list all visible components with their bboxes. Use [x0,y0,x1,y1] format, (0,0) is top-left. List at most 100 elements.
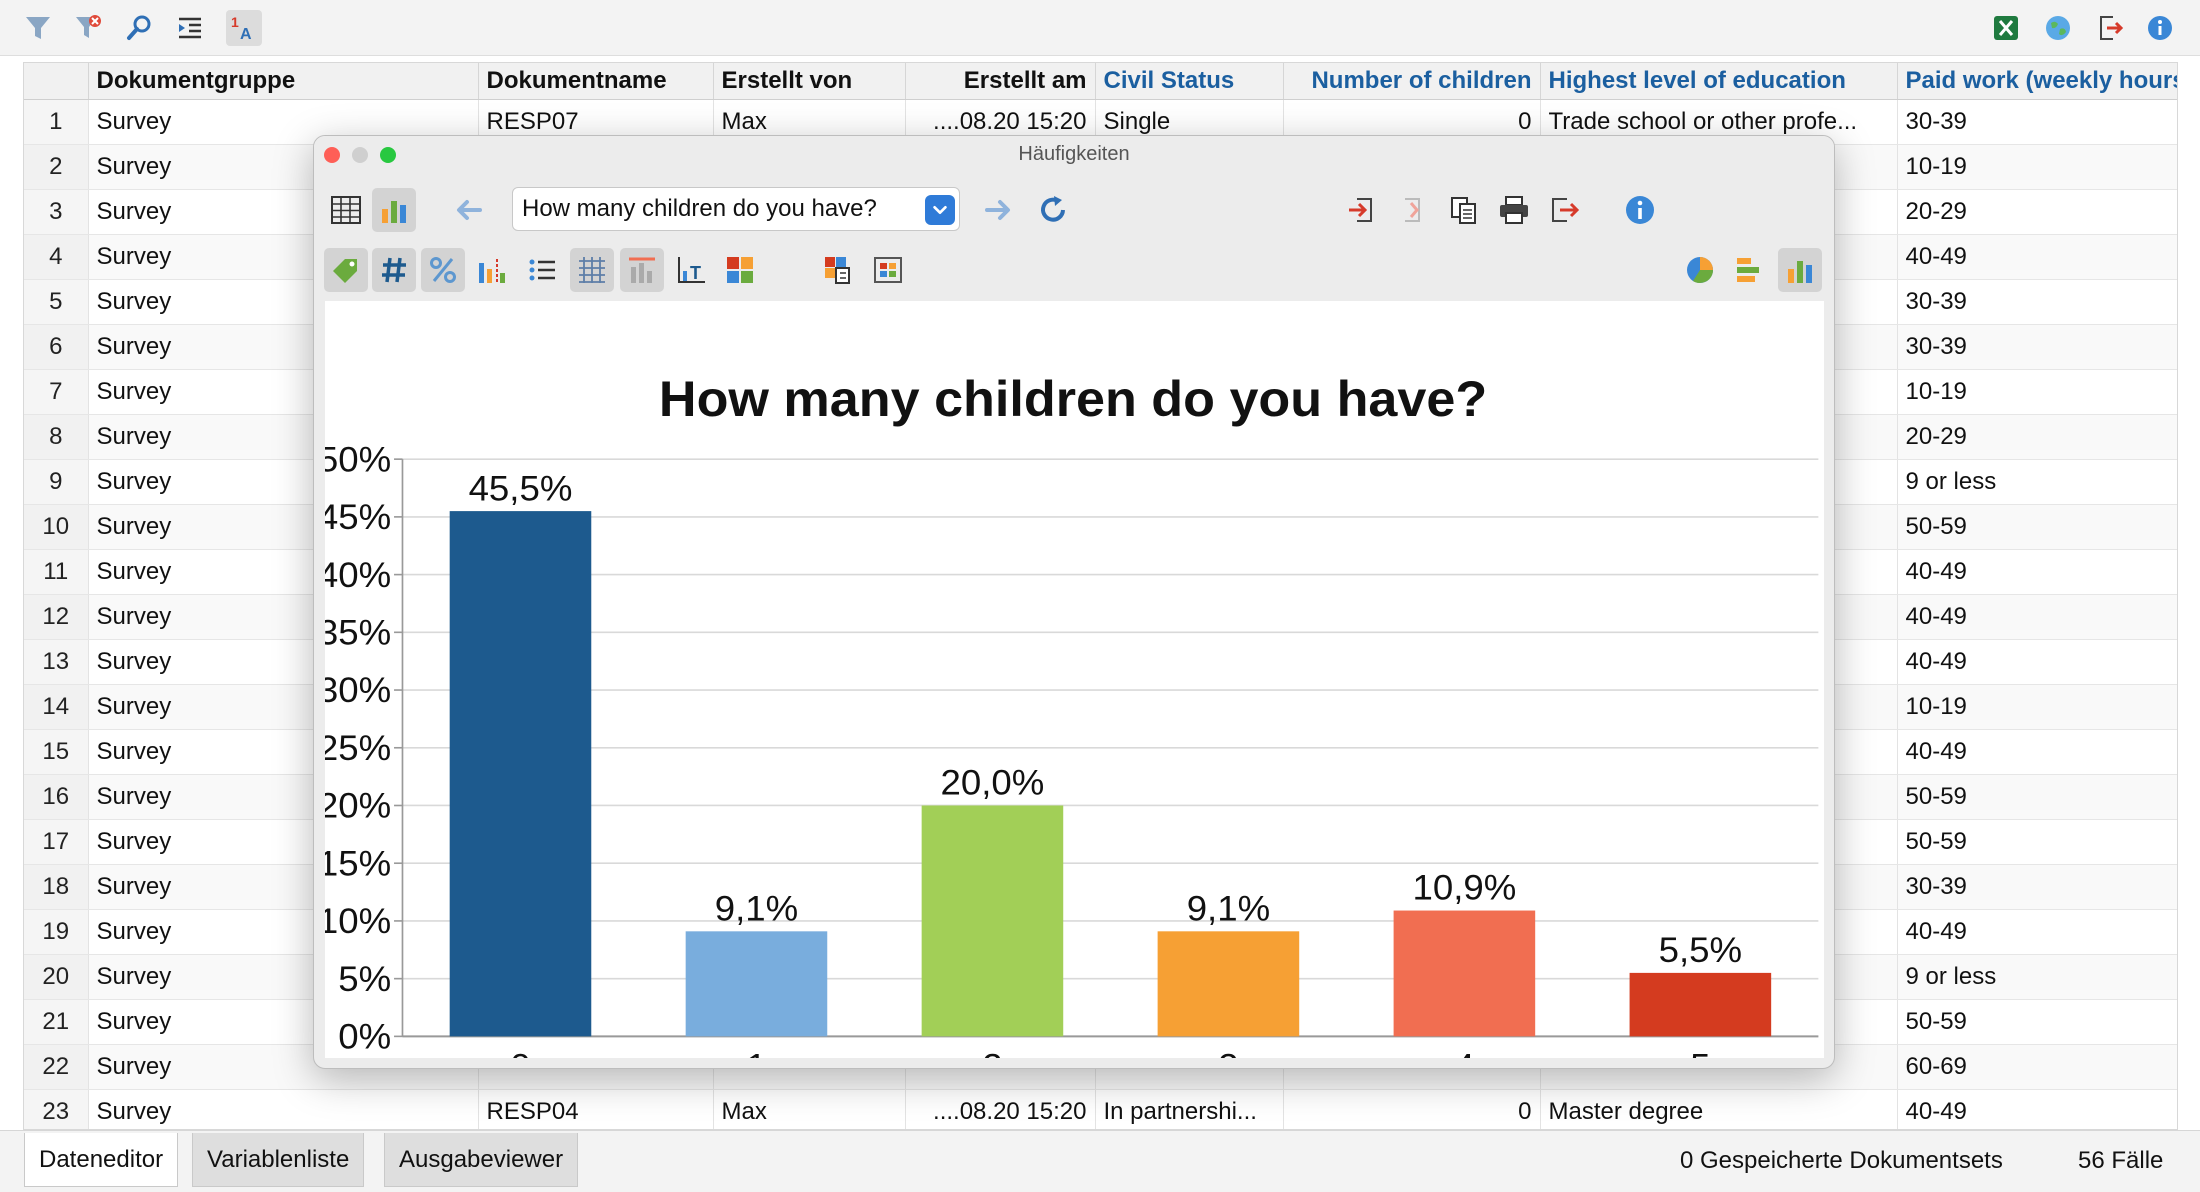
row-number-header [24,63,89,100]
table-cell[interactable]: 40-49 [1897,1089,2177,1129]
y-tick-label: 50% [325,440,391,479]
filter-icon[interactable] [20,10,56,46]
color-palette-icon[interactable] [718,248,762,292]
grid-lines-icon[interactable] [570,248,614,292]
search-icon[interactable] [122,10,158,46]
table-cell[interactable]: RESP04 [478,1089,714,1129]
column-header[interactable]: Dokumentname [478,63,714,100]
bar-value-label: 20,0% [941,763,1045,802]
bar-labels-icon[interactable] [620,248,664,292]
print-icon[interactable] [1492,188,1536,232]
info-icon[interactable] [1618,188,1662,232]
table-cell[interactable]: 40-49 [1897,729,2177,775]
y-tick-label: 45% [325,498,391,537]
bar-options-icon[interactable] [470,248,514,292]
table-row[interactable]: 23 Survey RESP04 Max ....08.20 15:20 In partn… [24,1089,2177,1129]
table-cell[interactable]: 10-19 [1897,144,2177,190]
table-cell[interactable]: 40-49 [1897,594,2177,640]
table-cell[interactable]: Max [713,1089,906,1129]
tab-variablenliste[interactable]: Variablenliste [192,1133,365,1187]
table-cell[interactable]: 40-49 [1897,639,2177,685]
row-number: 1 [24,99,89,145]
tab-ausgabeviewer[interactable]: Ausgabeviewer [384,1133,579,1187]
frame-icon[interactable] [866,248,910,292]
bar[interactable] [1629,972,1772,1037]
y-tick-label: 30% [325,671,391,710]
table-cell[interactable]: 40-49 [1897,909,2177,955]
table-cell[interactable]: 0 [1283,1089,1541,1129]
list-icon[interactable] [520,248,564,292]
info-icon[interactable] [2142,10,2178,46]
variable-column-header[interactable]: Paid work (weekly hours [1897,63,2177,100]
axis-title-icon[interactable]: T [670,248,714,292]
import-disabled-icon[interactable] [1390,188,1434,232]
table-cell[interactable]: 9 or less [1897,459,2177,505]
label-tag-icon[interactable] [324,248,368,292]
table-cell[interactable]: 30-39 [1897,324,2177,370]
table-cell[interactable]: 9 or less [1897,954,2177,1000]
row-number: 7 [24,369,89,415]
export-icon[interactable] [2092,10,2128,46]
table-cell[interactable]: 30-39 [1897,99,2177,145]
vertical-bar-icon[interactable] [1778,248,1822,292]
saved-document-sets-count: 0 Gespeicherte Dokumentsets [1680,1147,2003,1174]
bar[interactable] [1393,910,1536,1037]
tab-dateneditor[interactable]: Dateneditor [24,1133,179,1187]
indent-icon[interactable] [172,10,208,46]
refresh-icon[interactable] [1031,188,1075,232]
variable-column-header[interactable]: Number of children [1283,63,1541,100]
table-cell[interactable]: 50-59 [1897,774,2177,820]
close-window-button[interactable] [324,147,340,163]
chart-view-icon[interactable] [372,188,416,232]
globe-icon[interactable] [2040,10,2076,46]
table-cell[interactable]: Survey [88,1089,479,1129]
table-cell[interactable]: In partnershi... [1095,1089,1284,1129]
table-cell[interactable]: 60-69 [1897,1044,2177,1090]
row-number: 18 [24,864,89,910]
table-cell[interactable]: ....08.20 15:20 [905,1089,1096,1129]
chevron-down-icon[interactable] [925,195,955,225]
table-cell[interactable]: 50-59 [1897,819,2177,865]
variable-column-header[interactable]: Civil Status [1095,63,1284,100]
copy-icon[interactable] [1442,188,1486,232]
table-cell[interactable]: 40-49 [1897,234,2177,280]
table-cell[interactable]: 40-49 [1897,549,2177,595]
column-header[interactable]: Erstellt am [905,63,1096,100]
table-cell[interactable]: 20-29 [1897,189,2177,235]
table-cell[interactable]: 10-19 [1897,684,2177,730]
bar-value-label: 5,5% [1659,931,1742,970]
horizontal-bar-icon[interactable] [1728,248,1772,292]
x-tick-label: 4 [1454,1047,1474,1058]
import-icon[interactable] [1340,188,1384,232]
count-hash-icon[interactable] [372,248,416,292]
table-view-icon[interactable] [324,188,368,232]
forward-arrow-icon[interactable] [976,188,1020,232]
table-cell[interactable]: 20-29 [1897,414,2177,460]
variable-select[interactable]: How many children do you have? [512,187,960,231]
excel-icon[interactable] [1988,10,2024,46]
row-number: 2 [24,144,89,190]
export-icon[interactable] [1542,188,1586,232]
table-cell[interactable]: 50-59 [1897,999,2177,1045]
minimize-window-button[interactable] [352,147,368,163]
window-titlebar[interactable]: Häufigkeiten [314,136,1834,172]
color-settings-icon[interactable] [816,248,860,292]
bar[interactable] [685,931,828,1037]
column-header[interactable]: Erstellt von [713,63,906,100]
percent-icon[interactable] [421,248,465,292]
clear-filter-icon[interactable] [70,10,106,46]
back-arrow-icon[interactable] [447,188,491,232]
bar[interactable] [921,805,1064,1037]
table-cell[interactable]: 50-59 [1897,504,2177,550]
table-cell[interactable]: 30-39 [1897,279,2177,325]
variable-column-header[interactable]: Highest level of education [1540,63,1898,100]
table-cell[interactable]: 10-19 [1897,369,2177,415]
bar[interactable] [449,511,592,1037]
table-cell[interactable]: Master degree [1540,1089,1898,1129]
bar[interactable] [1157,931,1300,1037]
pie-chart-icon[interactable] [1678,248,1722,292]
zoom-window-button[interactable] [380,147,396,163]
column-header[interactable]: Dokumentgruppe [88,63,479,100]
table-cell[interactable]: 30-39 [1897,864,2177,910]
